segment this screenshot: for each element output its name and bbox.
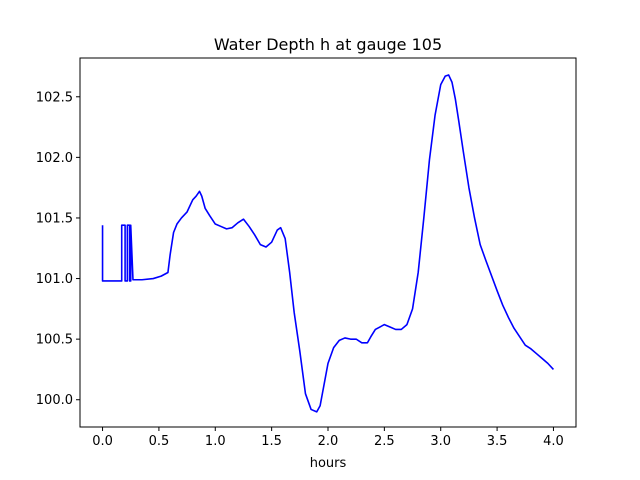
x-tick-label: 3.5 (487, 434, 508, 449)
x-tick-label: 2.0 (318, 434, 339, 449)
x-tick-label: 2.5 (374, 434, 395, 449)
x-tick-label: 4.0 (543, 434, 564, 449)
plot-frame (79, 57, 577, 428)
x-tick-label: 3.0 (430, 434, 451, 449)
x-tick-label: 0.0 (92, 434, 113, 449)
x-axis-label: hours (310, 456, 347, 471)
series-layer (101, 74, 555, 413)
x-axis-ticks: 0.0 0.5 1.0 1.5 2.0 2.5 3.0 3.5 4.0 (92, 427, 564, 449)
y-tick-label: 102.0 (36, 151, 73, 166)
y-axis-ticks: 100.0 100.5 101.0 101.5 102.0 102.5 (36, 90, 80, 408)
y-tick-label: 101.0 (36, 272, 73, 287)
series-line (101, 74, 555, 413)
x-tick-label: 0.5 (149, 434, 170, 449)
x-tick-label: 1.5 (261, 434, 282, 449)
y-tick-label: 102.5 (36, 90, 73, 105)
x-tick-label: 1.0 (205, 434, 226, 449)
chart-title: Water Depth h at gauge 105 (214, 35, 442, 54)
y-tick-label: 101.5 (36, 211, 73, 226)
y-tick-label: 100.0 (36, 393, 73, 408)
y-tick-label: 100.5 (36, 333, 73, 348)
